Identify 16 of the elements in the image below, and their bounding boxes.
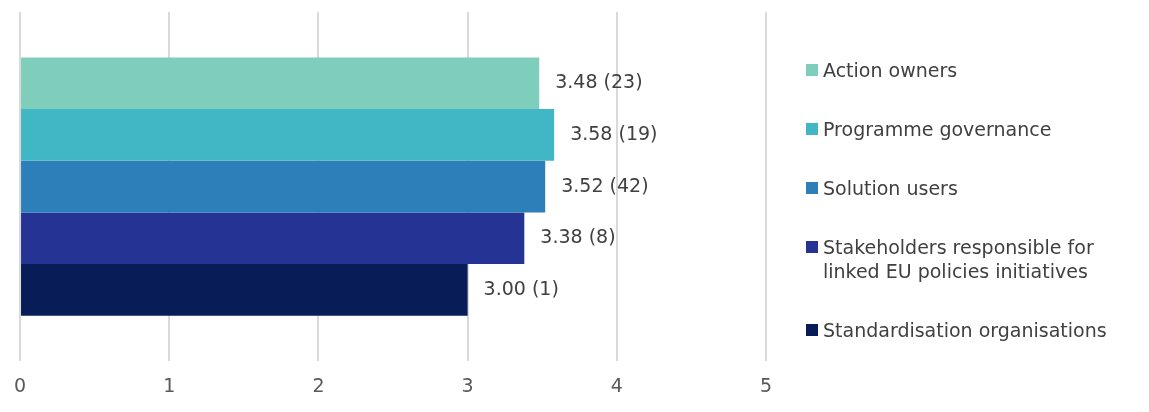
data-label: 3.52 (42) bbox=[561, 173, 649, 196]
legend-label: Programme governance bbox=[823, 116, 1052, 141]
data-label: 3.00 (1) bbox=[483, 276, 559, 299]
legend-label: Standardisation organisations bbox=[823, 318, 1107, 343]
legend-label: Stakeholders responsible for linked EU policies initiatives bbox=[823, 235, 1095, 284]
data-label: 3.58 (19) bbox=[570, 121, 658, 144]
legend-label: Solution users bbox=[823, 175, 958, 200]
x-tick-label: 4 bbox=[610, 373, 623, 396]
x-tick-label: 5 bbox=[759, 373, 773, 396]
data-label: 3.48 (23) bbox=[555, 70, 643, 93]
legend-label: Action owners bbox=[823, 57, 958, 82]
x-tick-label: 0 bbox=[14, 373, 27, 396]
data-label: 3.38 (8) bbox=[540, 225, 616, 248]
x-tick-label: 2 bbox=[312, 373, 325, 396]
x-tick-label: 1 bbox=[163, 373, 176, 396]
x-tick-label: 3 bbox=[461, 373, 474, 396]
